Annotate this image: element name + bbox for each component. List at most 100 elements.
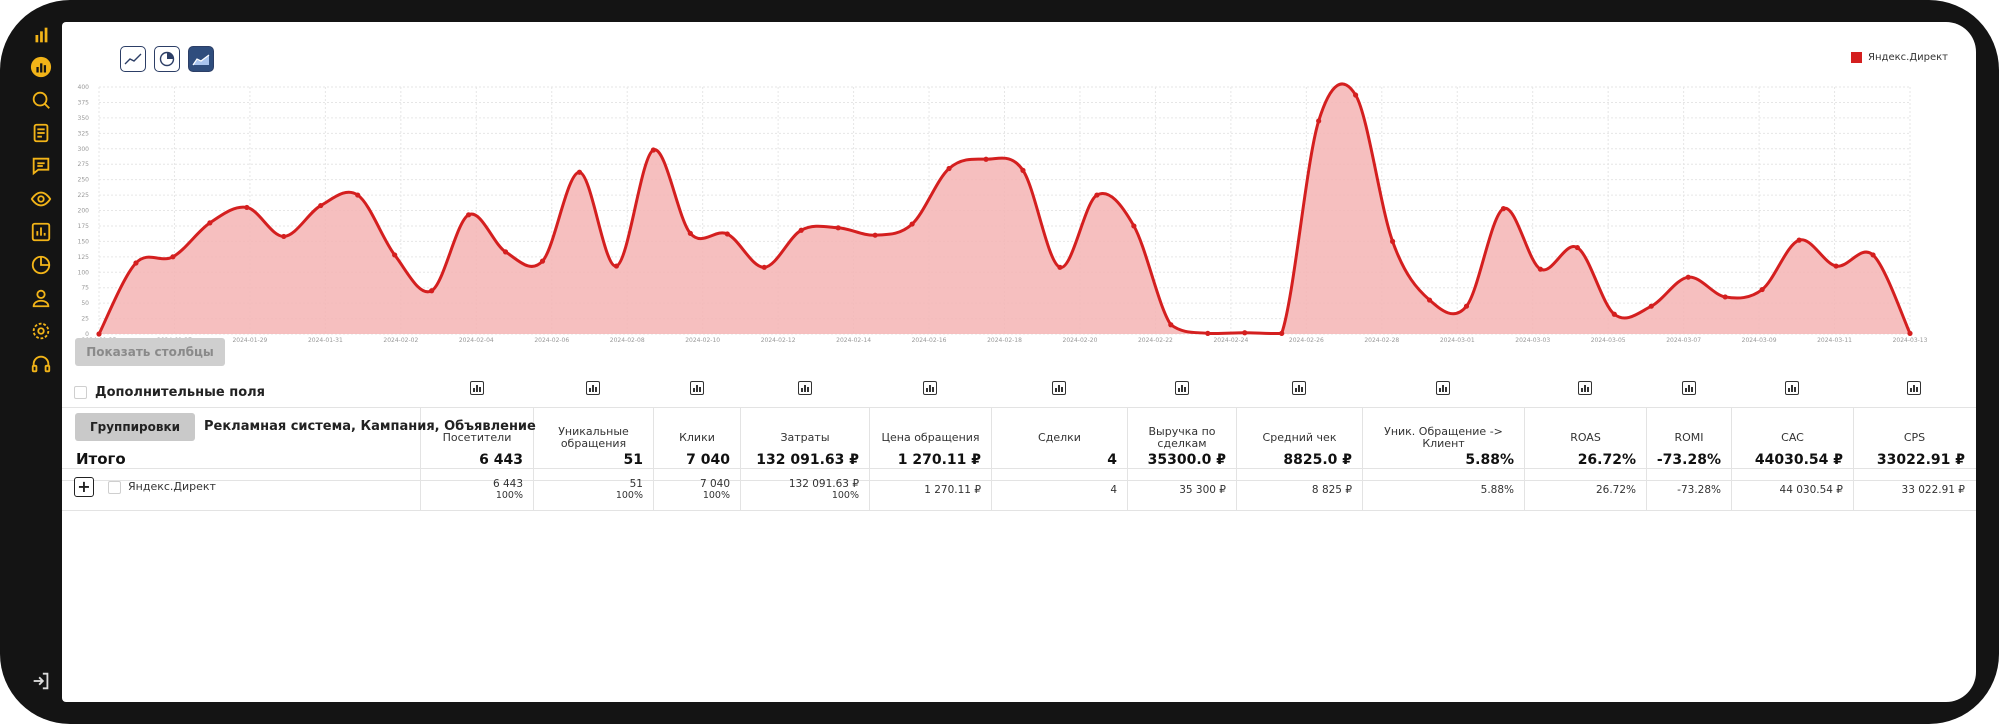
column-header[interactable]: ROMI: [1646, 408, 1731, 468]
data-point[interactable]: [1796, 237, 1802, 243]
data-point[interactable]: [1316, 118, 1322, 124]
data-point[interactable]: [1759, 286, 1765, 293]
column-chart-toggle-icon[interactable]: [1292, 381, 1306, 395]
headset-icon[interactable]: [28, 351, 54, 377]
data-point[interactable]: [1205, 330, 1211, 336]
data-point[interactable]: [1722, 294, 1728, 300]
data-point[interactable]: [244, 204, 250, 211]
pie-chart-button[interactable]: [154, 46, 180, 72]
column-chart-toggle-icon[interactable]: [1907, 381, 1921, 395]
column-chart-toggle-icon[interactable]: [469, 381, 484, 395]
data-point[interactable]: [1094, 192, 1100, 198]
data-point[interactable]: [281, 233, 287, 240]
data-point[interactable]: [798, 227, 804, 233]
data-point[interactable]: [613, 263, 620, 269]
row-cell: -73.28%: [1646, 470, 1731, 510]
data-point[interactable]: [909, 221, 915, 227]
extra-fields-checkbox[interactable]: [74, 386, 87, 399]
row-checkbox[interactable]: [108, 481, 121, 494]
column-chart-toggle-icon[interactable]: [923, 381, 937, 395]
data-point[interactable]: [1353, 92, 1359, 98]
data-point[interactable]: [1389, 238, 1396, 244]
data-point[interactable]: [1537, 266, 1544, 272]
data-point[interactable]: [392, 252, 398, 258]
data-point[interactable]: [1020, 167, 1026, 173]
data-point[interactable]: [502, 249, 509, 255]
show-columns-button[interactable]: Показать столбцы: [75, 338, 225, 366]
column-chart-toggle-icon[interactable]: [1052, 381, 1066, 395]
eye-icon[interactable]: [28, 186, 54, 212]
data-point[interactable]: [872, 232, 878, 238]
data-point[interactable]: [133, 260, 139, 266]
gear-icon[interactable]: [28, 318, 54, 344]
data-point[interactable]: [1611, 311, 1617, 317]
data-point[interactable]: [687, 230, 693, 236]
data-point[interactable]: [1242, 330, 1248, 336]
column-header[interactable]: Средний чек: [1236, 408, 1362, 468]
column-header[interactable]: CAC: [1731, 408, 1853, 468]
column-header[interactable]: Сделки: [991, 408, 1127, 468]
column-header[interactable]: Затраты: [740, 408, 869, 468]
data-point[interactable]: [207, 220, 213, 226]
data-point[interactable]: [835, 225, 841, 231]
data-point[interactable]: [1907, 330, 1913, 336]
data-point[interactable]: [96, 331, 102, 337]
groupings-button[interactable]: Группировки: [75, 413, 195, 441]
data-point[interactable]: [1648, 303, 1654, 309]
analytics-icon[interactable]: [28, 54, 54, 80]
data-point[interactable]: [1500, 206, 1507, 212]
column-chart-toggle-icon[interactable]: [797, 381, 812, 395]
data-point[interactable]: [650, 147, 656, 153]
data-point[interactable]: [465, 212, 472, 218]
search-icon[interactable]: [28, 87, 54, 113]
document-icon[interactable]: [28, 120, 54, 146]
line-chart-button[interactable]: [120, 46, 146, 72]
column-chart-toggle-icon[interactable]: [689, 381, 704, 395]
logout-icon[interactable]: [28, 668, 54, 694]
extra-fields-toggle[interactable]: Дополнительные поля: [74, 385, 265, 400]
column-header[interactable]: Уникальные обращения: [533, 408, 653, 468]
data-point[interactable]: [1131, 223, 1137, 229]
data-point[interactable]: [1870, 252, 1876, 258]
x-tick-label: 2024-03-05: [1591, 337, 1626, 342]
data-point[interactable]: [1426, 297, 1433, 303]
column-header[interactable]: Выручка по сделкам: [1127, 408, 1236, 468]
data-point[interactable]: [1057, 264, 1063, 270]
data-point[interactable]: [170, 254, 176, 260]
column-chart-toggle-icon[interactable]: [586, 381, 600, 395]
data-point[interactable]: [946, 165, 952, 172]
data-point[interactable]: [1833, 263, 1839, 269]
data-point[interactable]: [724, 231, 730, 237]
data-point[interactable]: [1685, 274, 1691, 280]
data-point[interactable]: [761, 264, 767, 270]
user-icon[interactable]: [28, 285, 54, 311]
data-point[interactable]: [1168, 322, 1174, 328]
data-point[interactable]: [983, 156, 989, 162]
column-chart-toggle-icon[interactable]: [1436, 381, 1450, 395]
table-row[interactable]: 6 443 100% 51 100% 7 040 100% 132 091.63 ₽100%…: [62, 470, 1976, 511]
column-header[interactable]: CPS: [1853, 408, 1975, 468]
data-point[interactable]: [318, 202, 324, 209]
column-header[interactable]: Цена обращения: [869, 408, 991, 468]
column-header[interactable]: ROAS: [1524, 408, 1646, 468]
expand-row-button[interactable]: +: [74, 477, 94, 497]
column-header[interactable]: Клики: [653, 408, 740, 468]
data-point[interactable]: [539, 258, 546, 264]
data-point[interactable]: [1279, 330, 1285, 336]
data-point[interactable]: [355, 192, 361, 198]
bar-chart-icon[interactable]: [28, 219, 54, 245]
column-chart-toggle-icon[interactable]: [1174, 381, 1189, 395]
data-point[interactable]: [1463, 303, 1470, 309]
data-point[interactable]: [576, 169, 583, 175]
column-chart-toggle-icon[interactable]: [1681, 381, 1696, 395]
chart-legend[interactable]: Яндекс.Директ: [1851, 52, 1948, 63]
pie-chart-icon[interactable]: [28, 252, 54, 278]
data-point[interactable]: [429, 288, 435, 294]
chat-icon[interactable]: [28, 153, 54, 179]
column-header[interactable]: Уник. Обращение -> Клиент: [1362, 408, 1524, 468]
column-chart-toggle-icon[interactable]: [1578, 381, 1592, 395]
data-point[interactable]: [1574, 244, 1580, 251]
column-header[interactable]: Посетители: [420, 408, 533, 468]
column-chart-toggle-icon[interactable]: [1785, 381, 1799, 395]
area-chart-button[interactable]: [188, 46, 214, 72]
